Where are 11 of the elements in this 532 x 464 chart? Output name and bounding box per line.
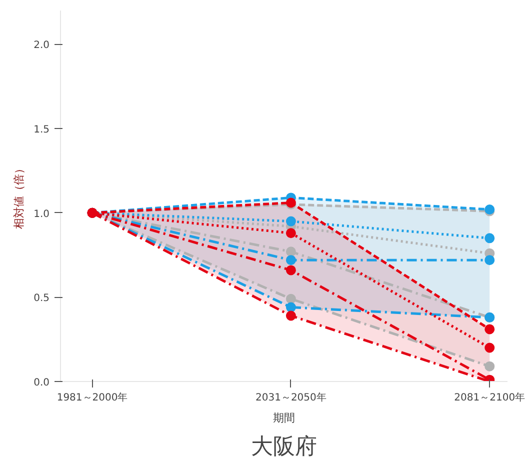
y-tick-label: 1.0: [34, 208, 50, 220]
y-tick-label: 1.5: [34, 124, 50, 136]
y-tick-label: 2.0: [34, 40, 50, 52]
text: 大阪府: [251, 434, 317, 460]
x-tick-label: 1981～2000年: [56, 392, 128, 404]
y-tick-label: 0.0: [34, 378, 50, 388]
x-tick-label: 2031～2050年: [256, 392, 326, 404]
x-tick-label: 2081～2100年: [454, 392, 526, 404]
y-axis-title: 相対値（倍）: [12, 163, 26, 229]
x-axis-title: 期間: [273, 412, 295, 424]
y-tick-label: 0.5: [34, 293, 50, 304]
